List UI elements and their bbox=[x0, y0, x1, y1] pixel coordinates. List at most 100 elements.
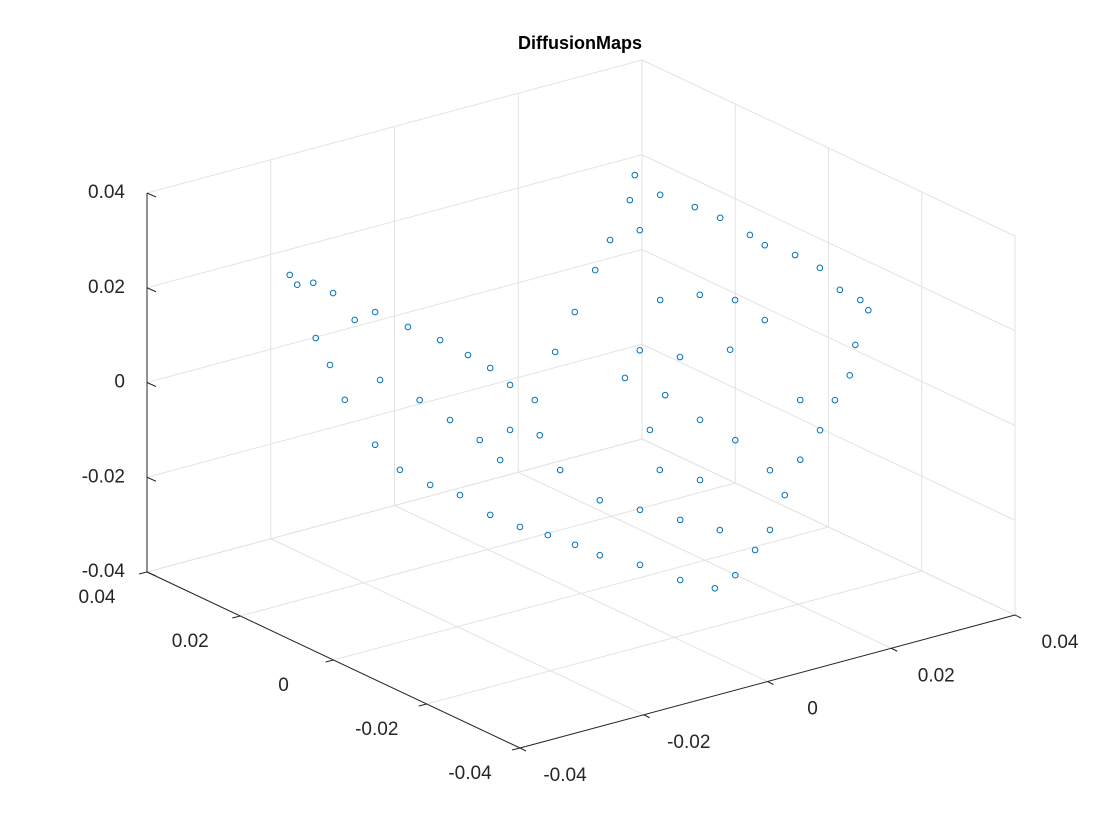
point bbox=[716, 214, 724, 222]
point bbox=[766, 466, 774, 474]
point bbox=[791, 251, 799, 259]
z-tick-label: 0 bbox=[114, 372, 125, 393]
point bbox=[696, 291, 704, 299]
x-tick bbox=[519, 747, 527, 752]
z-tick-label: 0.04 bbox=[88, 182, 125, 203]
x-tick-label: -0.02 bbox=[667, 732, 710, 753]
point bbox=[426, 481, 434, 489]
grid-line bbox=[240, 482, 736, 617]
point bbox=[865, 306, 872, 314]
point bbox=[836, 286, 844, 294]
z-tick-label: -0.04 bbox=[82, 561, 126, 582]
point bbox=[371, 441, 379, 449]
point bbox=[606, 236, 614, 244]
point bbox=[476, 436, 484, 444]
z-tick bbox=[146, 192, 157, 198]
point bbox=[551, 348, 559, 356]
point bbox=[293, 281, 301, 289]
z-tick bbox=[146, 476, 157, 482]
chart-title: DiffusionMaps bbox=[518, 33, 642, 53]
point bbox=[371, 308, 379, 316]
point bbox=[646, 426, 654, 434]
point bbox=[496, 456, 504, 464]
z-tick bbox=[146, 571, 157, 577]
y-tick-label: -0.04 bbox=[448, 763, 492, 784]
point bbox=[711, 584, 719, 592]
grid-line bbox=[641, 343, 1016, 521]
point bbox=[446, 416, 454, 424]
grid-line bbox=[641, 438, 1016, 616]
point bbox=[536, 431, 544, 439]
x-tick bbox=[891, 647, 898, 652]
point bbox=[596, 496, 604, 504]
point bbox=[309, 279, 317, 287]
point bbox=[636, 226, 644, 234]
point bbox=[621, 374, 629, 382]
point bbox=[751, 546, 759, 554]
point bbox=[329, 289, 337, 297]
point bbox=[761, 316, 769, 324]
y-tick-label: 0 bbox=[278, 675, 289, 696]
grid-line bbox=[146, 59, 643, 194]
point bbox=[631, 171, 639, 179]
point bbox=[636, 561, 644, 569]
grid-line bbox=[146, 438, 643, 573]
point bbox=[376, 376, 384, 384]
y-tick-label: 0.04 bbox=[79, 587, 116, 608]
grid-line bbox=[426, 570, 922, 705]
z-tick-label: -0.02 bbox=[82, 466, 125, 487]
x-tick-label: 0.02 bbox=[918, 665, 955, 686]
point bbox=[656, 191, 664, 199]
point bbox=[796, 456, 804, 463]
point bbox=[404, 323, 412, 331]
point bbox=[796, 396, 804, 404]
grid-line bbox=[146, 154, 643, 289]
grid-line bbox=[333, 526, 829, 661]
point bbox=[486, 364, 494, 372]
point bbox=[731, 436, 739, 444]
point bbox=[341, 396, 349, 404]
y-tick-label: 0.02 bbox=[172, 631, 209, 652]
point bbox=[816, 426, 824, 434]
point bbox=[544, 531, 552, 539]
grid-line bbox=[641, 59, 1016, 237]
y-tick-label: -0.02 bbox=[355, 719, 398, 740]
z-tick-label: 0.02 bbox=[88, 277, 125, 298]
point bbox=[531, 396, 539, 404]
point bbox=[696, 476, 704, 484]
point bbox=[661, 391, 669, 399]
point bbox=[396, 466, 404, 474]
point bbox=[516, 523, 524, 531]
point bbox=[286, 271, 294, 279]
point bbox=[846, 372, 854, 379]
point bbox=[312, 334, 320, 342]
grid-line bbox=[641, 154, 1016, 332]
point bbox=[656, 296, 664, 304]
y-tick bbox=[138, 571, 148, 575]
point bbox=[571, 541, 579, 549]
point bbox=[596, 551, 604, 559]
point bbox=[591, 266, 599, 274]
point bbox=[726, 346, 734, 354]
x-tick bbox=[643, 714, 650, 719]
point bbox=[676, 353, 684, 361]
point bbox=[464, 351, 472, 359]
point bbox=[856, 296, 864, 304]
point bbox=[506, 426, 514, 434]
z-tick bbox=[146, 287, 157, 293]
point bbox=[746, 231, 754, 239]
point bbox=[556, 466, 564, 474]
point bbox=[716, 526, 724, 534]
point bbox=[831, 396, 839, 404]
y-tick bbox=[232, 615, 241, 619]
x-tick-label: 0.04 bbox=[1042, 632, 1079, 653]
point bbox=[731, 296, 739, 304]
point bbox=[676, 576, 684, 584]
x-tick bbox=[1014, 614, 1022, 619]
point bbox=[781, 491, 789, 499]
point bbox=[506, 381, 514, 389]
point bbox=[696, 416, 704, 424]
